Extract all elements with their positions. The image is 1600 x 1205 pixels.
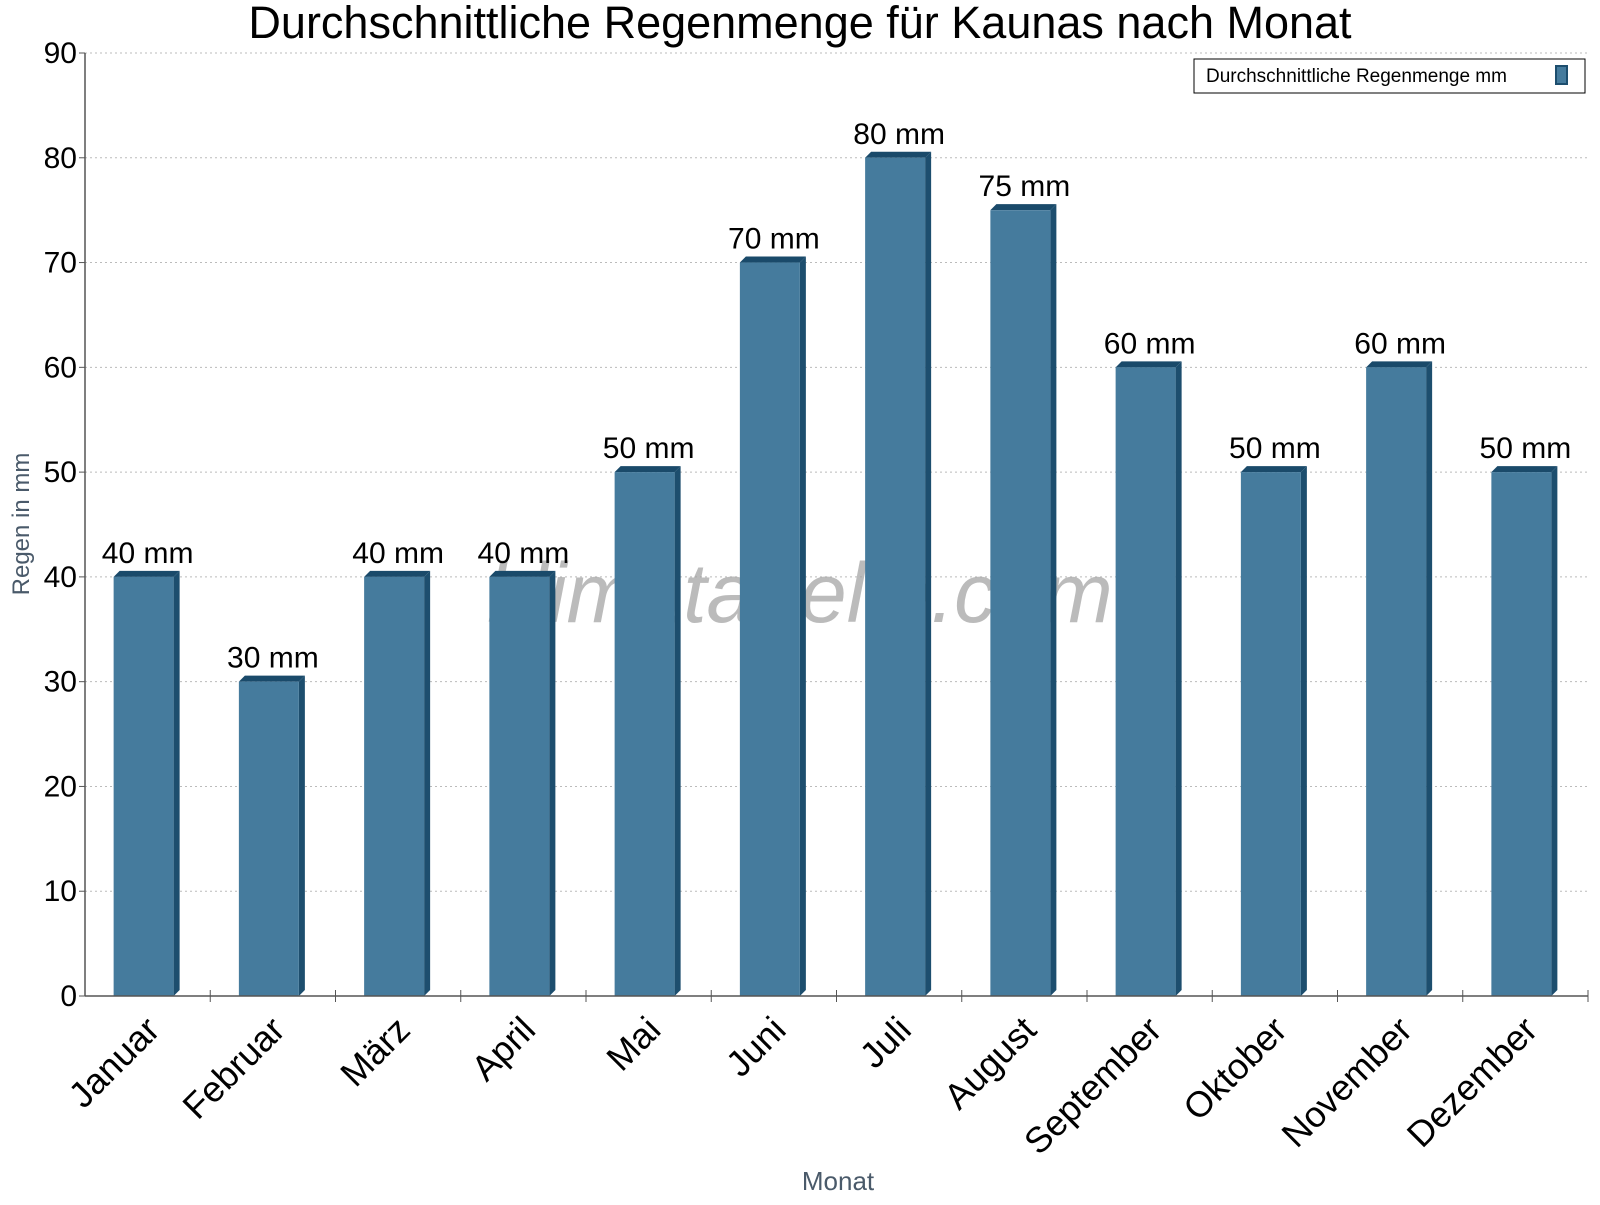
data-label: 50 mm [603,432,695,465]
bar-side [1300,466,1307,997]
bar [865,157,926,996]
bar [1366,367,1427,996]
bar [489,576,550,996]
data-label: 40 mm [478,537,570,570]
x-tick-label: März [332,1009,418,1095]
bar [1240,472,1301,997]
x-tick-label: April [463,1009,543,1089]
bar-top [990,204,1057,211]
y-tick-label: 0 [60,980,77,1013]
y-tick-labels: 0 10 20 30 40 50 60 70 80 90 [44,37,85,1013]
bar-side [799,256,806,996]
y-tick-label: 60 [44,351,77,384]
x-tick-label: August [936,1009,1044,1117]
x-tick-label: Oktober [1175,1009,1295,1129]
bar-top [1240,466,1307,473]
data-label: 50 mm [1229,432,1321,465]
y-tick-label: 90 [44,37,77,70]
bar-side [1050,204,1057,996]
data-label: 30 mm [227,642,319,675]
bar-top [489,570,556,577]
data-label: 60 mm [1104,327,1196,360]
bar-top [865,151,932,158]
bar-side [925,151,932,996]
bar-side [549,570,556,996]
bar-top [1115,361,1182,368]
y-tick-label: 70 [44,247,77,280]
bar-side [173,570,180,996]
bar-side [1426,361,1433,996]
bars [113,151,1558,997]
y-tick-label: 30 [44,666,77,699]
y-tick-label: 40 [44,561,77,594]
y-tick-label: 50 [44,456,77,489]
legend-box [1193,58,1586,94]
bar [614,472,675,997]
data-label: 40 mm [352,537,444,570]
bar-top [614,466,681,473]
x-tick-label: Februar [174,1009,292,1127]
data-labels: 40 mm 30 mm 40 mm 40 mm 50 mm 70 mm 80 mm 75 mm… [102,118,1571,675]
bar-top [1491,466,1558,473]
y-tick-label: 80 [44,142,77,175]
bar-side [1551,466,1558,997]
bar-top [364,570,431,577]
bar-side [424,570,431,996]
x-tick-label: Dezember [1399,1009,1545,1155]
bar [739,262,800,996]
axes [84,53,1589,1002]
y-tick-label: 10 [44,875,77,908]
chart-title: Durchschnittliche Regenmenge für Kaunas … [248,0,1352,48]
bar-top [238,675,305,682]
data-label: 40 mm [102,537,194,570]
data-label: 80 mm [853,118,945,151]
y-axis-title: Regen in mm [8,453,35,596]
bar-side [298,675,305,996]
data-label: 75 mm [979,170,1071,203]
bar-side [674,466,681,997]
bar [364,576,425,996]
bar-top [113,570,180,577]
x-tick-label: Juli [852,1009,919,1076]
bar [238,681,299,996]
y-tick-label: 20 [44,770,77,803]
x-tick-label: Juni [718,1009,794,1085]
x-tick-labels: Januar Februar März April Mai Juni Juli AugustS… [60,1009,1545,1163]
gridlines [85,52,1588,892]
bar [1115,367,1176,996]
data-label: 60 mm [1354,327,1446,360]
legend-label: Durchschnittliche Regenmenge mm [1206,66,1507,87]
bar [113,576,174,996]
legend: Durchschnittliche Regenmenge mm [1193,58,1586,94]
data-label: 50 mm [1480,432,1572,465]
x-axis-title: Monat [802,1166,875,1196]
x-tick-label: September [1016,1009,1170,1163]
bar-side [1175,361,1182,996]
data-label: 70 mm [728,223,820,256]
x-tick-label: Januar [60,1009,167,1116]
bar-top [739,256,806,263]
x-tick-label: Mai [598,1009,668,1079]
bar-top [1366,361,1433,368]
bar [990,210,1051,996]
x-tick-label: November [1273,1009,1419,1155]
legend-swatch [1555,65,1568,85]
bar [1491,472,1552,997]
